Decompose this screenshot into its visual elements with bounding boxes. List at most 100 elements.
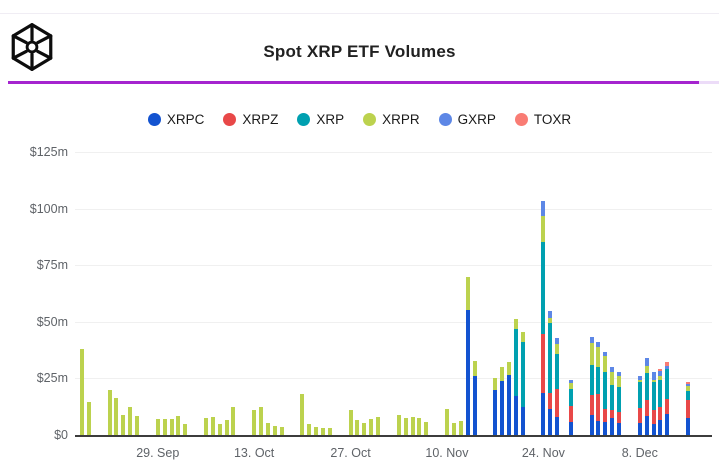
bar-29-oct[interactable]: [362, 422, 367, 435]
bar-5-nov[interactable]: [410, 416, 415, 435]
bar-18-sep[interactable]: [80, 348, 84, 435]
bar-segment-xrpr: [513, 319, 518, 330]
legend-swatch-icon: [514, 113, 528, 126]
bar-segment-xrpr: [685, 386, 690, 392]
bar-segment-xrpz: [555, 388, 560, 417]
bar-23-oct[interactable]: [321, 428, 325, 435]
legend-item-xrpc[interactable]: XRPC: [147, 112, 204, 127]
bar-segment-xrpc: [644, 416, 649, 435]
bar-15-oct[interactable]: [265, 422, 270, 435]
bar-9-oct[interactable]: [224, 420, 229, 435]
bar-segment-xrpc: [472, 376, 477, 435]
bar-segment-xrpz: [548, 392, 553, 409]
x-axis-label: 27. Oct: [330, 446, 371, 460]
bar-15-dec[interactable]: [685, 382, 690, 435]
bar-segment-gxrp: [644, 358, 649, 366]
bar-4-dec[interactable]: [610, 367, 615, 435]
bar-6-oct[interactable]: [203, 418, 208, 435]
bar-segment-xrpc: [596, 420, 601, 435]
bar-9-dec[interactable]: [644, 358, 649, 435]
bar-segment-xrpc: [651, 424, 656, 435]
bar-segment-gxrp: [665, 365, 670, 369]
bar-6-nov[interactable]: [417, 418, 422, 435]
bar-22-oct[interactable]: [314, 427, 319, 435]
legend-swatch-icon: [438, 113, 452, 126]
bar-10-nov[interactable]: [444, 408, 449, 435]
legend-item-xrpz[interactable]: XRPZ: [223, 112, 278, 127]
bar-26-nov[interactable]: [555, 337, 560, 435]
bar-25-nov[interactable]: [548, 311, 553, 435]
bar-17-oct[interactable]: [279, 427, 284, 435]
bar-3-nov[interactable]: [396, 415, 401, 435]
legend-item-toxr[interactable]: TOXR: [514, 112, 571, 127]
bar-10-oct[interactable]: [231, 406, 236, 435]
bar-3-dec[interactable]: [603, 352, 608, 435]
bar-29-sep[interactable]: [155, 419, 160, 435]
bar-13-oct[interactable]: [252, 410, 257, 435]
bar-segment-toxr: [658, 368, 663, 371]
bar-31-oct[interactable]: [376, 416, 381, 435]
bar-7-nov[interactable]: [424, 421, 429, 435]
bar-24-oct[interactable]: [327, 427, 332, 435]
bar-7-oct[interactable]: [210, 416, 215, 435]
bar-segment-xrpc: [568, 421, 573, 435]
bar-segment-xrpc: [637, 423, 642, 435]
legend-item-xrpr[interactable]: XRPR: [363, 112, 420, 127]
bar-19-nov[interactable]: [506, 362, 511, 435]
bar-21-nov[interactable]: [520, 332, 525, 435]
bar-11-nov[interactable]: [451, 423, 456, 435]
bar-17-nov[interactable]: [493, 377, 498, 435]
bar-19-sep[interactable]: [86, 402, 91, 435]
bar-16-oct[interactable]: [272, 425, 277, 435]
bar-25-sep[interactable]: [128, 406, 133, 435]
bar-8-dec[interactable]: [637, 375, 642, 435]
bar-30-oct[interactable]: [369, 419, 374, 435]
x-axis-label: 10. Nov: [425, 446, 469, 460]
legend-item-xrp[interactable]: XRP: [297, 112, 344, 127]
bar-segment-xrpr: [376, 416, 381, 435]
chart-legend: XRPC XRPZ XRP XRPR GXRP TOXR: [0, 112, 719, 127]
bar-3-oct[interactable]: [183, 423, 188, 435]
bar-8-oct[interactable]: [217, 423, 222, 435]
bar-21-oct[interactable]: [307, 423, 312, 435]
bar-5-dec[interactable]: [617, 372, 622, 435]
gridline: [75, 265, 712, 267]
bar-24-nov[interactable]: [541, 201, 546, 435]
bar-14-nov[interactable]: [472, 361, 477, 435]
bar-segment-xrpr: [451, 423, 456, 435]
gridline: [75, 321, 712, 323]
bar-18-nov[interactable]: [500, 367, 505, 435]
bar-14-oct[interactable]: [259, 406, 264, 435]
bar-28-nov[interactable]: [568, 379, 573, 435]
bar-22-sep[interactable]: [107, 389, 112, 435]
bar-2-dec[interactable]: [596, 342, 601, 435]
bar-segment-xrp: [596, 367, 601, 395]
bar-2-oct[interactable]: [176, 415, 181, 435]
bar-26-sep[interactable]: [135, 415, 140, 435]
bar-4-nov[interactable]: [403, 418, 408, 435]
bar-segment-xrpr: [224, 420, 229, 435]
bar-segment-xrp: [651, 382, 656, 411]
bar-segment-xrpr: [314, 427, 319, 435]
bar-20-nov[interactable]: [513, 319, 518, 435]
bar-12-dec[interactable]: [665, 361, 670, 435]
bar-30-sep[interactable]: [162, 419, 167, 435]
bar-13-nov[interactable]: [465, 276, 470, 435]
bar-12-nov[interactable]: [458, 420, 463, 435]
bar-20-oct[interactable]: [300, 394, 305, 435]
bar-11-dec[interactable]: [658, 368, 663, 435]
bar-segment-xrpr: [300, 394, 305, 435]
bar-27-oct[interactable]: [348, 410, 353, 435]
bar-segment-xrp: [665, 368, 670, 399]
bar-24-sep[interactable]: [121, 414, 126, 435]
bar-10-dec[interactable]: [651, 372, 656, 435]
legend-item-gxrp[interactable]: GXRP: [438, 112, 496, 127]
bar-1-oct[interactable]: [169, 419, 174, 435]
bar-28-oct[interactable]: [355, 420, 360, 435]
gridline: [75, 152, 712, 153]
bar-segment-xrpr: [231, 406, 236, 435]
bar-segment-xrpr: [252, 410, 257, 435]
legend-swatch-icon: [297, 113, 311, 126]
bar-23-sep[interactable]: [114, 397, 119, 435]
bar-1-dec[interactable]: [589, 336, 594, 435]
